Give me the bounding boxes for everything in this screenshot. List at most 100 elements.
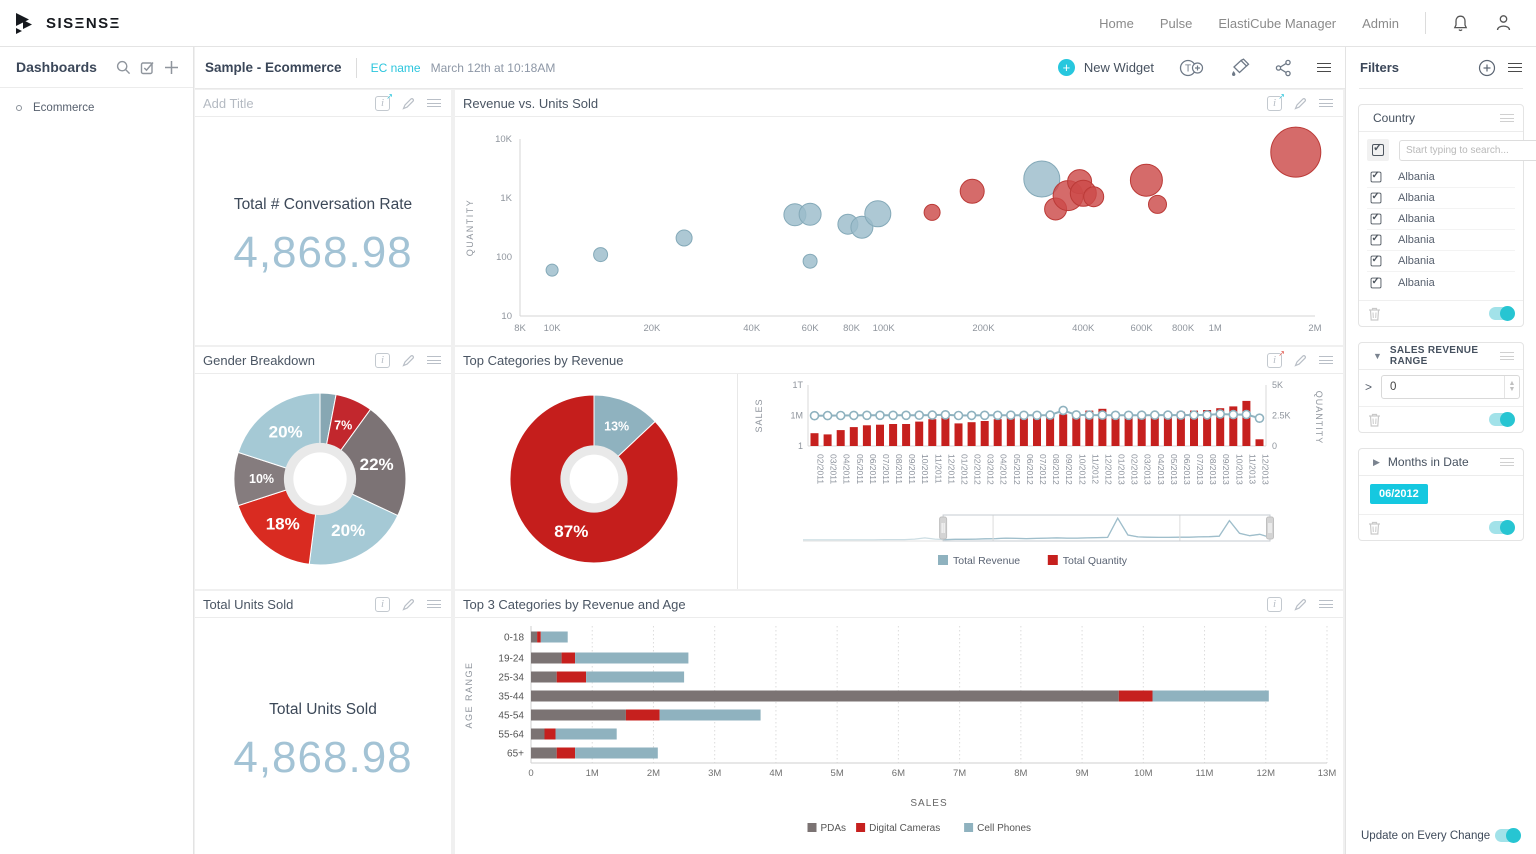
svg-text:03/2012: 03/2012 <box>986 454 996 485</box>
widget-header: Revenue vs. Units Sold i ↗ <box>455 90 1343 117</box>
widget-title: Top Categories by Revenue <box>463 352 624 368</box>
notifications-bell-icon[interactable] <box>1452 14 1469 33</box>
info-icon[interactable]: i <box>1267 596 1282 612</box>
info-icon[interactable]: i <box>375 596 390 612</box>
info-icon[interactable]: i ↗ <box>1267 349 1285 368</box>
nav-link-pulse[interactable]: Pulse <box>1159 15 1193 31</box>
svg-text:9M: 9M <box>1075 768 1088 779</box>
item-checkbox[interactable] <box>1370 169 1382 183</box>
svg-text:2M: 2M <box>647 768 660 779</box>
filter-enabled-toggle[interactable] <box>1489 520 1515 535</box>
toolbar-divider <box>355 57 357 78</box>
info-icon[interactable]: i ↗ <box>375 92 393 111</box>
svg-text:10/2013: 10/2013 <box>1234 454 1244 485</box>
filter-menu-icon[interactable] <box>1500 349 1514 362</box>
edit-pencil-icon[interactable] <box>401 353 416 368</box>
filter-enabled-toggle[interactable] <box>1489 306 1515 321</box>
select-all-checkbox[interactable] <box>1372 141 1384 156</box>
new-widget-button[interactable]: + New Widget <box>1057 59 1154 76</box>
svg-text:6M: 6M <box>892 768 905 779</box>
trash-icon[interactable] <box>1368 413 1381 427</box>
scatter-chart[interactable]: 10 100 1K 10K 8K 10K 20K 40K 60K 80K 100K 200K 400K 6… <box>455 117 1343 344</box>
list-item[interactable]: Albania <box>1367 188 1515 209</box>
sidebar-item-ecommerce[interactable]: Ecommerce <box>0 88 193 114</box>
age-stacked-bar-chart[interactable]: 0 1M 2M 3M 4M 5M 6M 7M 8M 9M 10M 11M 12M 13M 0-18 19-24… <box>455 618 1343 854</box>
svg-text:11/2013: 11/2013 <box>1247 454 1257 484</box>
svg-text:10K: 10K <box>544 323 562 334</box>
trash-icon[interactable] <box>1368 307 1381 321</box>
filters-menu-icon[interactable] <box>1508 61 1522 74</box>
widget-top-categories-by-revenue: Top Categories by Revenue i ↗ 13% 87% 1T 1M… <box>455 347 1343 589</box>
widget-menu-icon[interactable] <box>1319 597 1333 610</box>
widget-menu-icon[interactable] <box>1319 96 1333 109</box>
widget-menu-icon[interactable] <box>427 96 441 109</box>
nav-link-admin[interactable]: Admin <box>1362 15 1399 31</box>
widget-menu-icon[interactable] <box>427 597 441 610</box>
user-profile-icon[interactable] <box>1495 14 1512 32</box>
edit-pencil-icon[interactable] <box>1293 597 1308 612</box>
chevron-right-icon[interactable]: ▶ <box>1373 456 1380 467</box>
svg-text:0: 0 <box>1272 441 1277 451</box>
svg-text:06/2011: 06/2011 <box>868 454 878 484</box>
info-icon[interactable]: i ↗ <box>1267 92 1285 111</box>
edit-pencil-icon[interactable] <box>1293 96 1308 111</box>
edit-pencil-icon[interactable] <box>401 597 416 612</box>
filter-menu-icon[interactable] <box>1500 455 1514 468</box>
sisense-logo-icon <box>16 13 32 34</box>
topcat-combo-panel: 1T 1M 1 5K 2.5K 0 SALES QUANTITY 02/2011 03/2011 0… <box>738 374 1342 589</box>
search-icon[interactable] <box>116 60 131 75</box>
trash-icon[interactable] <box>1368 521 1381 535</box>
info-icon[interactable]: i <box>375 352 390 368</box>
edit-pencil-icon[interactable] <box>1293 353 1308 368</box>
widget-revenue-vs-units-sold: Revenue vs. Units Sold i ↗ 10 100 1K 10K 8K 10… <box>455 90 1343 345</box>
elasticube-name-link[interactable]: EC name <box>370 60 421 75</box>
item-checkbox[interactable] <box>1370 253 1382 267</box>
dashboard-menu-icon[interactable] <box>1317 61 1331 74</box>
gender-pie-chart[interactable]: 7% 22% 20% 18% 10% 20% <box>195 374 451 589</box>
list-item[interactable]: Albania <box>1367 272 1515 293</box>
nav-link-elasticube-manager[interactable]: ElastiCube Manager <box>1218 15 1337 31</box>
list-item[interactable]: Albania <box>1367 209 1515 230</box>
range-value-input[interactable]: 0 ▲ ▼ <box>1381 375 1520 399</box>
filter-card-header[interactable]: ▼ SALES REVENUE RANGE <box>1359 343 1523 370</box>
edit-pencil-icon[interactable] <box>401 96 416 111</box>
item-checkbox[interactable] <box>1370 190 1382 204</box>
svg-text:8K: 8K <box>514 323 526 334</box>
list-item[interactable]: Albania <box>1367 167 1515 188</box>
plus-circle-icon: + <box>1057 59 1075 76</box>
restyle-paint-bucket-icon[interactable] <box>1230 58 1250 77</box>
multi-select-icon[interactable] <box>140 60 155 75</box>
widget-menu-icon[interactable] <box>1319 353 1333 366</box>
info-notification-arrow-icon: ↗ <box>1278 348 1285 358</box>
text-annotation-icon[interactable]: T <box>1179 59 1205 77</box>
item-checkbox[interactable] <box>1370 274 1382 288</box>
widget-menu-icon[interactable] <box>427 353 441 366</box>
list-item[interactable]: Albania <box>1367 230 1515 251</box>
filter-card-header[interactable]: ▶ Months in Date <box>1359 449 1523 476</box>
item-checkbox[interactable] <box>1370 211 1382 225</box>
add-filter-icon[interactable] <box>1478 59 1496 77</box>
chevron-down-icon[interactable]: ▼ <box>1373 351 1382 361</box>
filter-menu-icon[interactable] <box>1500 111 1514 124</box>
share-icon[interactable] <box>1275 59 1292 77</box>
month-filter-tag[interactable]: 06/2012 <box>1370 484 1428 504</box>
svg-text:35-44: 35-44 <box>498 692 524 703</box>
sisense-logo[interactable]: SISΞNSΞ <box>0 11 121 35</box>
svg-text:T: T <box>1185 63 1191 74</box>
list-item[interactable]: Albania <box>1367 251 1515 272</box>
update-on-change-toggle[interactable] <box>1495 828 1521 843</box>
filter-enabled-toggle[interactable] <box>1489 412 1515 427</box>
widget-title-placeholder[interactable]: Add Title <box>203 95 254 111</box>
svg-text:200K: 200K <box>972 323 995 334</box>
nav-link-home[interactable]: Home <box>1099 15 1134 31</box>
filter-title: Country <box>1373 111 1416 125</box>
svg-text:1M: 1M <box>1209 323 1222 334</box>
filter-card-header[interactable]: Country <box>1359 105 1523 132</box>
svg-text:12/2012: 12/2012 <box>1103 454 1113 485</box>
number-stepper-icons[interactable]: ▲ ▼ <box>1504 376 1519 398</box>
country-search-input[interactable] <box>1399 139 1536 161</box>
topcat-pie-chart[interactable]: 13% 87% <box>455 374 738 589</box>
add-dashboard-icon[interactable] <box>164 60 179 75</box>
item-checkbox[interactable] <box>1370 232 1382 246</box>
